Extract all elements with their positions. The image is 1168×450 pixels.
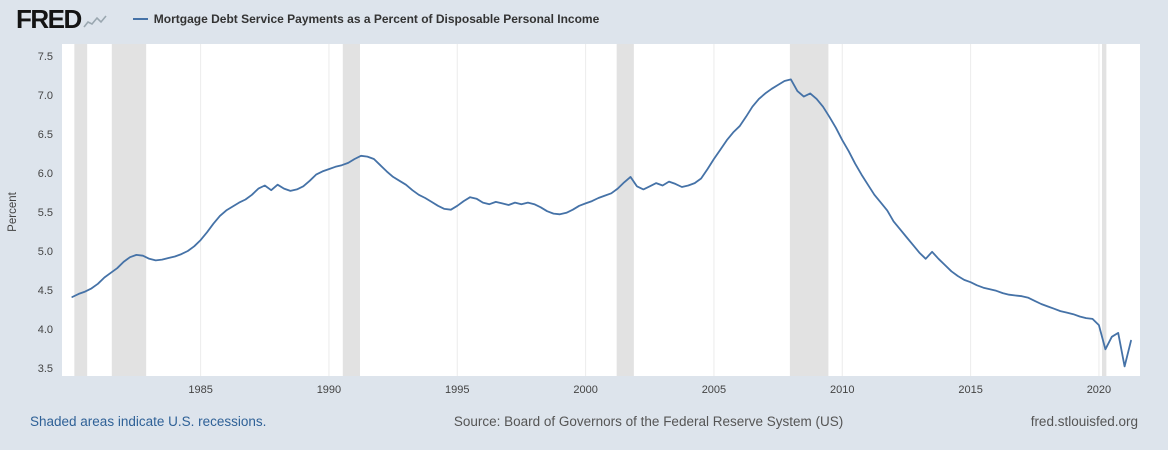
plot-background xyxy=(62,44,1140,376)
line-chart[interactable]: 3.5 4.0 4.5 5.0 5.5 6.0 6.5 7.0 7.5 1985 1990 1995… xyxy=(0,38,1168,404)
y-axis-title: Percent xyxy=(7,191,19,231)
svg-text:5.5: 5.5 xyxy=(38,207,53,219)
svg-text:3.5: 3.5 xyxy=(38,363,53,375)
gridlines xyxy=(200,44,1100,376)
svg-text:6.5: 6.5 xyxy=(38,129,53,141)
recession-bands xyxy=(74,44,1107,376)
svg-text:7.0: 7.0 xyxy=(38,90,53,102)
header: FRED Mortgage Debt Service Payments as a… xyxy=(0,0,1168,38)
svg-text:1990: 1990 xyxy=(317,384,341,396)
y-axis-tick-labels: 3.5 4.0 4.5 5.0 5.5 6.0 6.5 7.0 7.5 xyxy=(38,51,53,375)
fred-logo[interactable]: FRED xyxy=(16,4,107,34)
svg-text:2015: 2015 xyxy=(958,384,982,396)
data-line xyxy=(71,78,1132,368)
svg-text:7.5: 7.5 xyxy=(38,51,53,63)
chart-area: 3.5 4.0 4.5 5.0 5.5 6.0 6.5 7.0 7.5 1985 1990 1995… xyxy=(0,38,1168,404)
recessions-note-link[interactable]: Shaded areas indicate U.S. recessions. xyxy=(30,414,267,429)
svg-text:4.0: 4.0 xyxy=(38,324,53,336)
svg-text:1995: 1995 xyxy=(445,384,469,396)
series-legend: Mortgage Debt Service Payments as a Perc… xyxy=(132,12,600,26)
svg-text:1985: 1985 xyxy=(188,384,212,396)
svg-text:2020: 2020 xyxy=(1087,384,1111,396)
fred-logo-text: FRED xyxy=(16,4,82,34)
x-axis-tick-labels: 1985 1990 1995 2000 2005 2010 2015 2020 xyxy=(188,384,1111,396)
svg-text:2005: 2005 xyxy=(702,384,726,396)
footer: Shaded areas indicate U.S. recessions. S… xyxy=(0,404,1168,429)
svg-text:5.0: 5.0 xyxy=(38,246,53,258)
svg-text:2000: 2000 xyxy=(573,384,597,396)
fred-sparkline-icon xyxy=(83,15,107,28)
fred-site-link[interactable]: fred.stlouisfed.org xyxy=(1030,414,1138,429)
legend-line-swatch xyxy=(132,18,148,20)
source-text: Source: Board of Governors of the Federa… xyxy=(453,414,844,429)
svg-text:6.0: 6.0 xyxy=(38,168,53,180)
svg-text:4.5: 4.5 xyxy=(38,285,53,297)
svg-text:2010: 2010 xyxy=(830,384,854,396)
series-legend-label: Mortgage Debt Service Payments as a Perc… xyxy=(153,12,600,26)
